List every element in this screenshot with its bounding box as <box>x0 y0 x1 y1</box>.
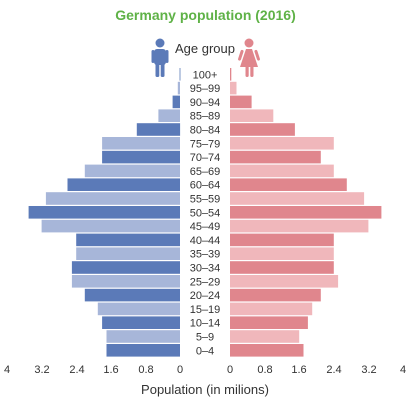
female-bar-16 <box>230 288 321 302</box>
tick-left-0: 4 <box>4 364 10 376</box>
age-label-8: 60–64 <box>190 180 221 192</box>
male-bar-7 <box>84 164 180 178</box>
age-label-3: 85–89 <box>190 111 221 123</box>
male-bar-18 <box>102 316 180 329</box>
age-label-2: 90–94 <box>190 97 221 109</box>
female-bar-8 <box>230 178 347 191</box>
female-bar-15 <box>230 275 339 288</box>
tick-left-3: 1.6 <box>103 364 118 376</box>
female-bars <box>230 68 382 357</box>
female-bar-10 <box>230 206 382 219</box>
male-bar-15 <box>71 275 180 288</box>
male-bar-19 <box>106 330 180 343</box>
tick-right-2: 1.6 <box>291 364 306 376</box>
age-label-10: 50–54 <box>190 207 221 219</box>
x-axis-label: Population (in milions) <box>141 382 269 397</box>
male-bar-13 <box>76 247 180 260</box>
female-bar-9 <box>230 192 365 205</box>
age-label-7: 65–69 <box>190 166 221 178</box>
female-bar-18 <box>230 316 308 329</box>
tick-right-4: 3.2 <box>361 364 376 376</box>
x-axis-ticks: 4 3.2 2.4 1.6 0.8 0 0 0.8 1.6 2.4 3.2 4 <box>4 364 406 376</box>
age-label-0: 100+ <box>193 69 218 81</box>
chart-title: Germany population (2016) <box>115 7 296 23</box>
age-label-18: 10–14 <box>190 318 221 330</box>
age-label-13: 35–39 <box>190 249 221 261</box>
male-bar-17 <box>97 302 180 316</box>
female-bar-19 <box>230 330 300 343</box>
female-bar-11 <box>230 219 369 233</box>
male-bar-12 <box>76 233 180 247</box>
age-label-5: 75–79 <box>190 138 221 150</box>
tick-left-2: 2.4 <box>69 364 84 376</box>
male-bar-2 <box>172 95 180 109</box>
male-bar-16 <box>84 288 180 302</box>
age-label-20: 0–4 <box>196 345 214 357</box>
male-bar-9 <box>45 192 181 205</box>
female-bar-17 <box>230 302 313 316</box>
age-label-4: 80–84 <box>190 125 221 137</box>
tick-left-4: 0.8 <box>138 364 153 376</box>
tick-right-5: 4 <box>400 364 406 376</box>
female-bar-13 <box>230 247 334 260</box>
age-label-19: 5–9 <box>196 332 214 344</box>
female-bar-1 <box>230 81 237 95</box>
age-label-9: 55–59 <box>190 194 221 206</box>
female-bar-12 <box>230 233 334 247</box>
age-label-17: 15–19 <box>190 304 221 316</box>
age-label-12: 40–44 <box>190 235 221 247</box>
age-label-16: 20–24 <box>190 290 221 302</box>
age-label-14: 30–34 <box>190 263 221 275</box>
male-bar-1 <box>177 81 180 95</box>
age-label-1: 95–99 <box>190 83 221 95</box>
male-bars <box>28 68 181 357</box>
female-bar-0 <box>230 68 232 81</box>
male-bar-10 <box>28 206 180 219</box>
male-bar-3 <box>158 109 180 122</box>
male-bar-20 <box>106 344 180 357</box>
female-bar-2 <box>230 95 252 109</box>
tick-left-5: 0 <box>177 364 183 376</box>
age-group-heading: Age group <box>175 41 235 56</box>
tick-left-1: 3.2 <box>34 364 49 376</box>
female-bar-6 <box>230 150 321 164</box>
tick-right-0: 0 <box>227 364 233 376</box>
male-bar-8 <box>67 178 180 191</box>
age-label-11: 45–49 <box>190 221 221 233</box>
female-bar-14 <box>230 261 334 274</box>
tick-right-1: 0.8 <box>257 364 272 376</box>
female-bar-7 <box>230 164 334 178</box>
female-bar-20 <box>230 344 304 357</box>
male-icon <box>151 38 169 77</box>
female-icon <box>238 38 260 77</box>
male-bar-5 <box>102 137 180 150</box>
female-bar-4 <box>230 123 295 136</box>
male-bar-14 <box>71 261 180 274</box>
male-bar-4 <box>136 123 181 136</box>
female-bar-3 <box>230 109 274 122</box>
male-bar-0 <box>179 68 181 81</box>
male-bar-11 <box>41 219 180 233</box>
male-bar-6 <box>102 150 180 164</box>
age-label-6: 70–74 <box>190 152 221 164</box>
female-bar-5 <box>230 137 334 150</box>
tick-right-3: 2.4 <box>326 364 341 376</box>
age-label-15: 25–29 <box>190 276 221 288</box>
